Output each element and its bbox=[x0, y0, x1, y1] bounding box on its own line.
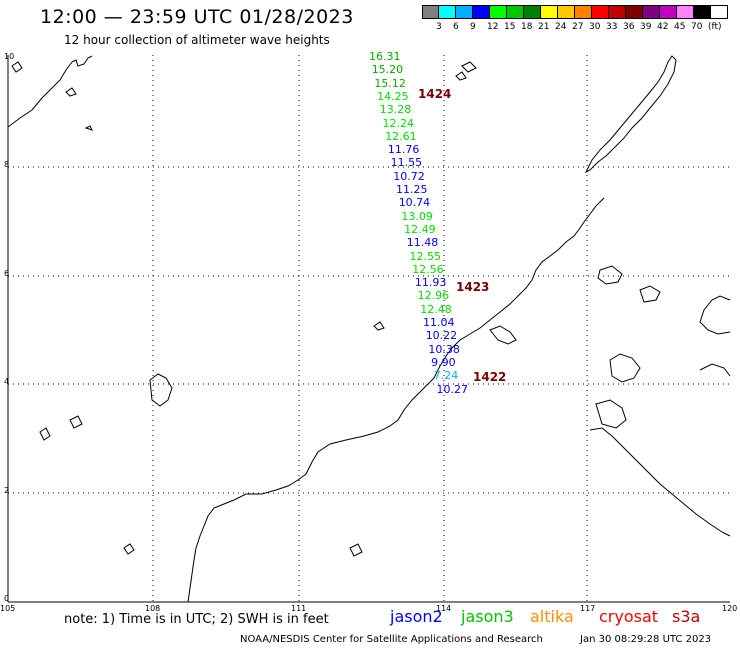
color-scale-label: 24 bbox=[555, 22, 567, 32]
y-axis-label: 8 bbox=[4, 160, 10, 169]
map-frame bbox=[7, 55, 730, 603]
color-swatch bbox=[439, 5, 456, 19]
color-swatch bbox=[490, 5, 507, 19]
credit-text: NOAA/NESDIS Center for Satellite Applica… bbox=[240, 634, 543, 645]
color-swatch bbox=[575, 5, 592, 19]
color-scale-label: 6 bbox=[453, 22, 459, 32]
color-scale-label: 3 bbox=[436, 22, 442, 32]
coastlines bbox=[7, 55, 731, 603]
x-axis-label: 117 bbox=[580, 604, 596, 613]
color-swatch bbox=[609, 5, 626, 19]
color-scale-label: 42 bbox=[657, 22, 669, 32]
generated-timestamp: Jan 30 08:29:28 UTC 2023 bbox=[580, 634, 712, 645]
swh-value: 11.48 bbox=[406, 236, 439, 250]
color-scale-label: 45 bbox=[674, 22, 686, 32]
legend-altika: altika bbox=[530, 607, 574, 626]
x-axis-label: 108 bbox=[145, 604, 161, 613]
color-scale-label: 36 bbox=[623, 22, 635, 32]
swh-value: 11.93 bbox=[414, 276, 447, 290]
color-swatch bbox=[694, 5, 711, 19]
swh-value: 10.22 bbox=[425, 329, 458, 343]
swh-value: 11.25 bbox=[396, 183, 428, 196]
color-scale-label: 21 bbox=[538, 22, 550, 32]
color-scale-label: 18 bbox=[521, 22, 533, 32]
footer-note: note: 1) Time is in UTC; 2) SWH is in fe… bbox=[64, 612, 329, 627]
y-axis-label: 4 bbox=[4, 377, 10, 386]
color-swatch bbox=[507, 5, 524, 19]
swh-value: 10.27 bbox=[436, 382, 469, 396]
color-scale-label: 70 bbox=[691, 22, 703, 32]
y-axis-label: 0 bbox=[4, 594, 10, 603]
color-swatch bbox=[643, 5, 660, 19]
legend-jason2: jason2 bbox=[390, 607, 443, 626]
swh-value: 7.24 bbox=[433, 369, 459, 383]
color-swatch bbox=[626, 5, 643, 19]
grid-lines bbox=[8, 55, 730, 602]
color-swatch bbox=[677, 5, 694, 19]
color-swatch bbox=[660, 5, 677, 19]
swh-value: 11.04 bbox=[423, 316, 455, 329]
swh-value: 12.96 bbox=[417, 289, 450, 303]
time-tag: 1423 bbox=[456, 280, 490, 294]
wave-height-color-scale bbox=[422, 5, 711, 19]
swh-value: 12.24 bbox=[382, 116, 415, 130]
color-scale-label: 15 bbox=[504, 22, 516, 32]
x-axis-label: 120 bbox=[722, 604, 738, 613]
swh-value: 12.55 bbox=[409, 249, 442, 263]
color-scale-label: 27 bbox=[572, 22, 584, 32]
swh-value: 15.12 bbox=[374, 76, 406, 90]
x-axis-label: 111 bbox=[291, 604, 307, 613]
swh-value: 11.55 bbox=[390, 156, 423, 170]
color-scale-label: 30 bbox=[589, 22, 601, 32]
color-swatch bbox=[558, 5, 575, 19]
x-axis-label: 114 bbox=[436, 604, 452, 613]
swh-value: 11.76 bbox=[387, 143, 420, 157]
color-swatch bbox=[422, 5, 439, 19]
swh-value: 10.72 bbox=[393, 169, 425, 183]
color-scale-label: 33 bbox=[606, 22, 618, 32]
legend-cryosat: cryosat bbox=[599, 607, 659, 626]
color-swatch bbox=[524, 5, 541, 19]
color-scale-label: 39 bbox=[640, 22, 652, 32]
y-axis-label: 6 bbox=[4, 269, 10, 278]
color-swatch bbox=[473, 5, 490, 19]
legend-s3a: s3a bbox=[672, 607, 701, 626]
swh-value: 13.28 bbox=[379, 103, 412, 117]
color-swatch bbox=[592, 5, 609, 19]
map-subtitle: 12 hour collection of altimeter wave hei… bbox=[64, 33, 330, 47]
swh-value: 13.09 bbox=[401, 209, 433, 223]
swh-value: 15.20 bbox=[371, 63, 404, 77]
swh-value: 10.74 bbox=[398, 196, 431, 210]
color-swatch bbox=[541, 5, 558, 19]
x-axis-label: 105 bbox=[0, 604, 16, 613]
swh-value: 9.90 bbox=[431, 355, 456, 369]
y-axis-label: 2 bbox=[4, 486, 10, 495]
swh-value: 12.48 bbox=[420, 302, 452, 316]
map-title: 12:00 — 23:59 UTC 01/28/2023 bbox=[40, 6, 354, 28]
swh-value: 12.56 bbox=[412, 262, 444, 276]
swh-value: 12.61 bbox=[385, 129, 417, 143]
swh-value: 10.38 bbox=[428, 342, 460, 356]
time-tag: 1424 bbox=[418, 87, 452, 101]
swh-value: 12.49 bbox=[404, 222, 436, 236]
legend-jason3: jason3 bbox=[461, 607, 514, 626]
time-tag: 1422 bbox=[473, 370, 507, 384]
color-scale-border bbox=[422, 5, 728, 19]
color-scale-label: 12 bbox=[487, 22, 499, 32]
color-swatch bbox=[456, 5, 473, 19]
color-scale-label: 9 bbox=[470, 22, 476, 32]
y-axis-label: 10 bbox=[4, 52, 15, 61]
swh-value: 14.25 bbox=[377, 89, 409, 103]
color-scale-label: (ft) bbox=[708, 22, 722, 32]
swh-value: 16.31 bbox=[369, 50, 401, 63]
